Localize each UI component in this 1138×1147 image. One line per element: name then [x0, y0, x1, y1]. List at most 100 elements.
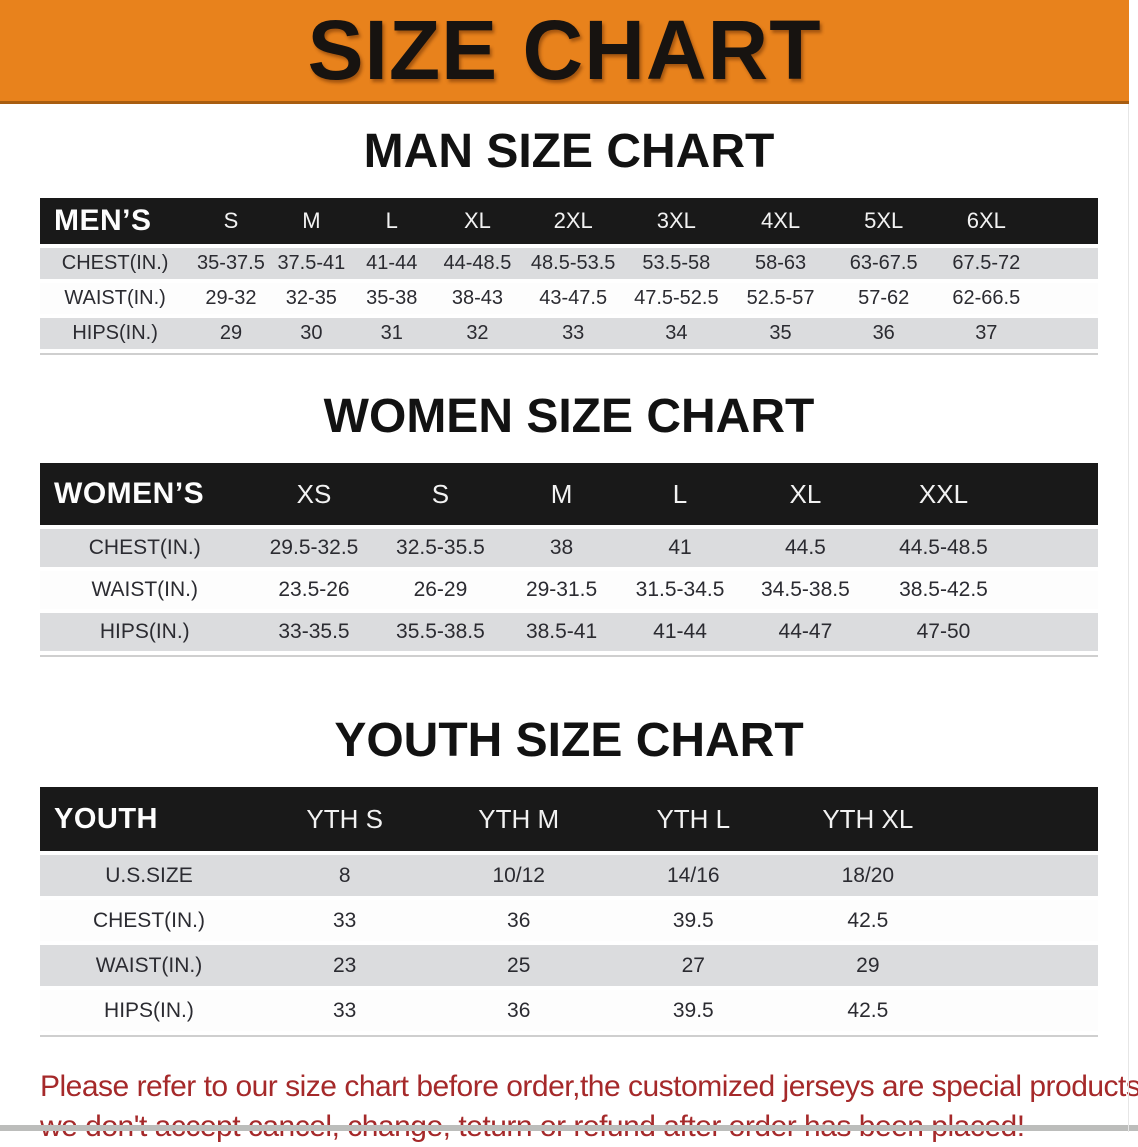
table-row: HIPS(IN.) 33-35.5 35.5-38.5 38.5-41 41-44 44-… — [40, 613, 1098, 651]
size-value-cell: 47-50 — [871, 613, 1016, 651]
filler-cell — [955, 855, 1098, 896]
filler-cell — [1037, 198, 1098, 244]
size-column-header: XL — [739, 463, 872, 525]
filler-cell — [1015, 571, 1098, 609]
youth-section-heading: YOUTH SIZE CHART — [334, 714, 804, 767]
size-value-cell: 18/20 — [780, 855, 956, 896]
size-value-cell: 38.5-41 — [502, 613, 621, 651]
row-label: HIPS(IN.) — [40, 990, 258, 1031]
youth-table-underline — [40, 1035, 1098, 1037]
size-value-cell: 41 — [620, 529, 740, 567]
size-value-cell: 23 — [257, 945, 432, 986]
filler-cell — [1015, 529, 1098, 567]
size-value-cell: 34.5-38.5 — [739, 571, 872, 609]
size-value-cell: 27 — [606, 945, 781, 986]
size-column-header: XL — [432, 198, 523, 244]
size-value-cell: 33 — [522, 318, 624, 349]
size-value-cell: 57-62 — [832, 283, 935, 314]
table-row: HIPS(IN.) 33 36 39.5 42.5 — [40, 990, 1098, 1031]
size-value-cell: 26-29 — [378, 571, 503, 609]
size-column-header: XS — [249, 463, 379, 525]
filler-cell — [1037, 283, 1098, 314]
size-column-header: M — [271, 198, 352, 244]
size-value-cell: 44.5 — [739, 529, 872, 567]
filler-cell — [1037, 318, 1098, 349]
size-value-cell: 33 — [257, 990, 432, 1031]
row-label: CHEST(IN.) — [40, 529, 250, 567]
size-column-header: 2XL — [522, 198, 624, 244]
size-column-header: YTH XL — [780, 787, 956, 851]
size-value-cell: 30 — [271, 318, 352, 349]
size-value-cell: 31 — [351, 318, 433, 349]
filler-cell — [955, 990, 1098, 1031]
size-column-header: 3XL — [623, 198, 729, 244]
table-row: CHEST(IN.) 29.5-32.5 32.5-35.5 38 41 44.5 44.5… — [40, 529, 1098, 567]
size-column-header: YTH S — [257, 787, 432, 851]
size-value-cell: 63-67.5 — [832, 248, 935, 279]
womens-table-underline — [40, 655, 1098, 657]
disclaimer-text: Please refer to our size chart before or… — [40, 1067, 1138, 1147]
size-value-cell: 35 — [728, 318, 833, 349]
size-value-cell: 42.5 — [780, 990, 956, 1031]
size-value-cell: 32-35 — [271, 283, 352, 314]
size-value-cell: 43-47.5 — [522, 283, 624, 314]
size-column-header: L — [620, 463, 740, 525]
row-label: HIPS(IN.) — [40, 613, 250, 651]
size-value-cell: 47.5-52.5 — [623, 283, 729, 314]
size-value-cell: 52.5-57 — [728, 283, 833, 314]
table-title: WOMEN’S — [40, 463, 250, 525]
right-edge-line — [1128, 104, 1129, 1132]
filler-cell — [955, 787, 1098, 851]
size-value-cell: 44-48.5 — [432, 248, 523, 279]
size-value-cell: 39.5 — [606, 990, 781, 1031]
banner-title: SIZE CHART — [307, 3, 822, 97]
size-value-cell: 35-37.5 — [190, 248, 272, 279]
row-label: WAIST(IN.) — [40, 945, 258, 986]
size-value-cell: 29-31.5 — [502, 571, 621, 609]
filler-cell — [955, 900, 1098, 941]
size-column-header: 6XL — [935, 198, 1038, 244]
size-value-cell: 48.5-53.5 — [522, 248, 624, 279]
table-header-row: WOMEN’S XS S M L XL XXL — [40, 463, 1098, 525]
row-label: CHEST(IN.) — [40, 248, 191, 279]
size-value-cell: 35-38 — [351, 283, 433, 314]
table-row: U.S.SIZE 8 10/12 14/16 18/20 — [40, 855, 1098, 896]
row-label: U.S.SIZE — [40, 855, 258, 896]
row-label: WAIST(IN.) — [40, 571, 250, 609]
bottom-edge-strip — [0, 1125, 1138, 1131]
size-value-cell: 37.5-41 — [271, 248, 352, 279]
size-value-cell: 33 — [257, 900, 432, 941]
size-value-cell: 39.5 — [606, 900, 781, 941]
womens-size-table: WOMEN’S XS S M L XL XXL CHEST(IN.) 29.5-32.5 32.5… — [40, 459, 1098, 655]
size-column-header: 5XL — [832, 198, 935, 244]
filler-cell — [955, 945, 1098, 986]
size-chart-banner: SIZE CHART — [0, 0, 1129, 104]
man-section-heading: MAN SIZE CHART — [363, 125, 775, 178]
size-value-cell: 8 — [257, 855, 432, 896]
table-row: WAIST(IN.) 29-32 32-35 35-38 38-43 43-47.5 47.… — [40, 283, 1098, 314]
mens-size-table: MEN’S S M L XL 2XL 3XL 4XL 5XL 6XL CHEST(IN.) 35-37… — [40, 194, 1098, 353]
size-value-cell: 36 — [832, 318, 935, 349]
size-column-header: 4XL — [728, 198, 833, 244]
size-value-cell: 38.5-42.5 — [871, 571, 1016, 609]
table-row: WAIST(IN.) 23 25 27 29 — [40, 945, 1098, 986]
size-value-cell: 62-66.5 — [935, 283, 1038, 314]
table-row: WAIST(IN.) 23.5-26 26-29 29-31.5 31.5-34.5 34… — [40, 571, 1098, 609]
size-value-cell: 36 — [431, 990, 606, 1031]
size-column-header: S — [190, 198, 272, 244]
size-value-cell: 44-47 — [739, 613, 872, 651]
size-value-cell: 41-44 — [351, 248, 433, 279]
size-value-cell: 37 — [935, 318, 1038, 349]
row-label: CHEST(IN.) — [40, 900, 258, 941]
size-value-cell: 58-63 — [728, 248, 833, 279]
size-value-cell: 41-44 — [620, 613, 740, 651]
row-label: WAIST(IN.) — [40, 283, 191, 314]
size-value-cell: 33-35.5 — [249, 613, 379, 651]
size-column-header: YTH L — [606, 787, 781, 851]
size-value-cell: 38-43 — [432, 283, 523, 314]
size-value-cell: 32.5-35.5 — [378, 529, 503, 567]
size-column-header: S — [378, 463, 503, 525]
youth-size-table: YOUTH YTH S YTH M YTH L YTH XL U.S.SIZE 8 10/12… — [40, 783, 1098, 1035]
size-value-cell: 44.5-48.5 — [871, 529, 1016, 567]
table-header-row: MEN’S S M L XL 2XL 3XL 4XL 5XL 6XL — [40, 198, 1098, 244]
